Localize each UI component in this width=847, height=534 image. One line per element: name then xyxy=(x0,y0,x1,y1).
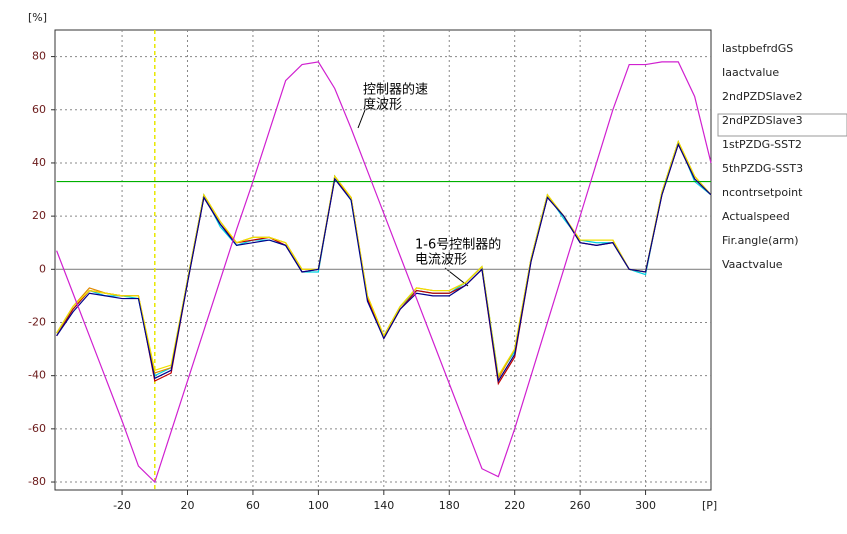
y-tick-label: -40 xyxy=(28,369,46,382)
legend-entry: ncontrsetpoint xyxy=(722,186,803,199)
x-tick-label: 180 xyxy=(439,499,460,512)
annotation-arrow xyxy=(357,109,366,129)
x-tick-label: 20 xyxy=(181,499,195,512)
x-tick-label: 300 xyxy=(635,499,656,512)
x-tick-label: 140 xyxy=(373,499,394,512)
legend-entry: lastpbefrdGS xyxy=(722,42,793,55)
legend-entry: 5thPZDG-SST3 xyxy=(722,162,803,175)
legend-entry: Vaactvalue xyxy=(722,258,783,271)
legend-entry: Actualspeed xyxy=(722,210,790,223)
series-line xyxy=(56,140,712,378)
y-tick-label: -20 xyxy=(28,315,46,328)
x-tick-label: 100 xyxy=(308,499,329,512)
x-tick-label: 220 xyxy=(504,499,525,512)
annotation: 电流波形 xyxy=(415,253,467,268)
legend-selection xyxy=(717,113,847,137)
annotation: 1-6号控制器的 xyxy=(415,237,501,253)
y-tick-label: 0 xyxy=(39,262,46,275)
y-tick-label: 40 xyxy=(32,156,46,169)
y-tick-label: -80 xyxy=(28,475,46,488)
annotation: 控制器的速 xyxy=(363,82,428,98)
x-tick-label: 60 xyxy=(246,499,260,512)
legend-entry: Iaactvalue xyxy=(722,66,779,79)
y-tick-label: 60 xyxy=(32,103,46,116)
x-unit: [P] xyxy=(702,499,717,512)
x-tick-label: 260 xyxy=(570,499,591,512)
plot-area xyxy=(54,29,712,491)
legend-entry: 1stPZDG-SST2 xyxy=(722,138,802,151)
series-line xyxy=(56,61,712,484)
legend-entry: 2ndPZDSlave2 xyxy=(722,90,803,103)
y-tick-label: 20 xyxy=(32,209,46,222)
legend-entry: Fir.angle(arm) xyxy=(722,234,798,247)
legend-entry: 2ndPZDSlave3 xyxy=(722,114,803,127)
y-tick-label: 80 xyxy=(32,50,46,63)
y-unit: [%] xyxy=(28,11,47,24)
annotation: 度波形 xyxy=(363,97,402,113)
x-tick-label: -20 xyxy=(113,499,131,512)
series-line xyxy=(56,142,712,383)
y-tick-label: -60 xyxy=(28,422,46,435)
